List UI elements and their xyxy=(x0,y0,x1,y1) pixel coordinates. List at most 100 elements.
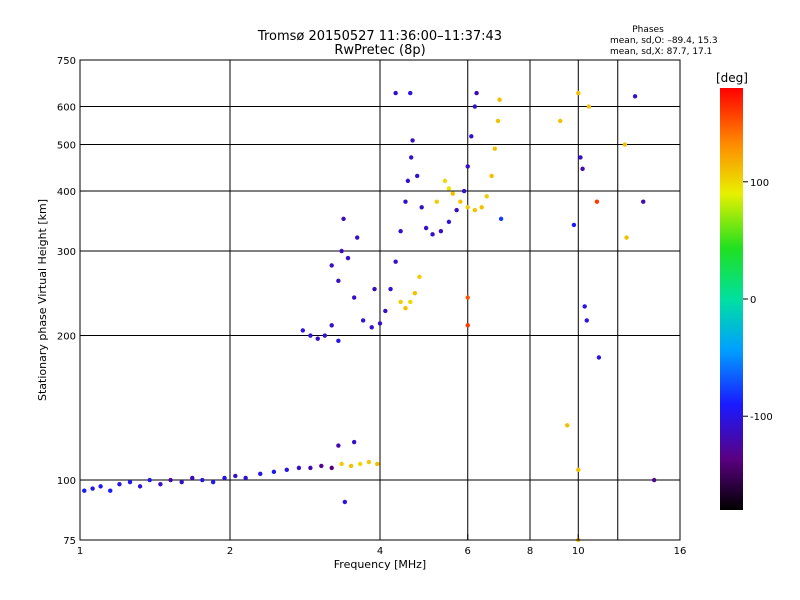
data-point xyxy=(398,299,403,305)
y-tick-label: 300 xyxy=(57,247,76,258)
data-point xyxy=(423,225,429,231)
data-point xyxy=(419,205,424,210)
data-point xyxy=(90,486,95,491)
data-point xyxy=(233,473,238,479)
data-point xyxy=(210,479,216,485)
colorbar-ticks: 100 0 -100 xyxy=(743,178,773,423)
data-point xyxy=(388,286,393,292)
data-point xyxy=(319,463,324,469)
data-point xyxy=(442,178,448,184)
data-point xyxy=(366,459,372,465)
data-point xyxy=(137,484,143,489)
data-point xyxy=(348,463,354,469)
data-point xyxy=(360,318,366,323)
data-point xyxy=(108,488,113,493)
data-point xyxy=(158,482,163,487)
chart-title: Tromsø 20150527 11:36:00–11:37:43 xyxy=(257,29,502,44)
data-point xyxy=(446,219,452,225)
data-point xyxy=(458,199,463,204)
data-point xyxy=(497,97,502,102)
data-point xyxy=(479,205,484,210)
data-point xyxy=(296,465,302,471)
x-axis-ticks: 1 2 4 6 8 10 16 xyxy=(77,534,687,557)
y-axis-ticks: 75 100 200 300 400 500 600 750 xyxy=(57,56,86,547)
data-point xyxy=(345,255,351,261)
data-point xyxy=(576,467,581,473)
data-point xyxy=(465,323,470,328)
x-tick-label: 4 xyxy=(377,546,383,557)
data-point xyxy=(454,207,459,213)
data-point xyxy=(336,278,341,284)
data-point xyxy=(434,199,439,204)
colorbar-label: [deg] xyxy=(716,71,748,85)
data-point xyxy=(342,499,348,505)
y-tick-label: 750 xyxy=(57,56,76,67)
colorbar-tick-label: 100 xyxy=(750,178,769,189)
data-point xyxy=(414,173,420,179)
data-point xyxy=(438,228,444,234)
data-point xyxy=(357,461,363,467)
data-point xyxy=(284,467,289,473)
data-point xyxy=(450,191,456,196)
data-point xyxy=(117,482,122,487)
data-point xyxy=(403,306,408,311)
y-tick-label: 500 xyxy=(57,141,76,152)
data-point xyxy=(322,333,328,338)
data-point xyxy=(641,199,646,204)
data-point xyxy=(594,199,600,204)
data-point xyxy=(408,299,413,305)
x-tick-label: 16 xyxy=(674,546,687,557)
phase-heading: Phases xyxy=(632,25,664,35)
data-point xyxy=(465,295,470,300)
data-point xyxy=(430,232,435,237)
data-point xyxy=(465,205,470,210)
data-point xyxy=(571,222,577,228)
data-point xyxy=(632,94,638,99)
x-axis-label: Frequency [MHz] xyxy=(334,558,426,571)
data-point xyxy=(469,134,474,139)
data-point xyxy=(190,475,195,481)
data-point xyxy=(308,465,313,471)
data-point xyxy=(329,323,334,328)
data-point xyxy=(98,484,103,489)
data-point xyxy=(405,178,411,184)
data-point xyxy=(495,118,501,124)
data-point xyxy=(351,295,357,300)
data-point xyxy=(474,90,479,96)
data-point xyxy=(351,439,357,445)
data-point xyxy=(308,333,313,338)
grid-lines xyxy=(80,60,680,540)
y-axis-label: Stationary phase Virtual Height [km] xyxy=(36,199,49,401)
data-point xyxy=(258,471,263,477)
data-point xyxy=(329,263,334,268)
data-point xyxy=(271,469,277,475)
y-tick-label: 75 xyxy=(63,536,76,547)
data-point xyxy=(410,138,415,143)
data-point xyxy=(369,325,374,330)
data-point xyxy=(393,259,398,264)
data-point xyxy=(492,146,498,151)
data-points xyxy=(82,90,657,543)
data-point xyxy=(243,475,248,481)
data-point xyxy=(300,328,306,333)
data-point xyxy=(558,118,563,124)
chart-subtitle: RwPretec (8p) xyxy=(334,43,425,58)
phase-line-x: mean, sd,X: 87.7, 17.1 xyxy=(610,47,712,57)
data-point xyxy=(341,216,346,222)
x-tick-label: 1 xyxy=(77,546,83,557)
x-tick-label: 10 xyxy=(572,546,585,557)
data-point xyxy=(372,286,377,292)
data-point xyxy=(383,308,388,314)
data-point xyxy=(403,199,408,204)
x-tick-label: 8 xyxy=(527,546,533,557)
data-point xyxy=(147,477,152,483)
data-point xyxy=(375,461,380,467)
data-point xyxy=(336,443,341,448)
data-point xyxy=(354,235,360,240)
data-point xyxy=(472,207,478,213)
data-point xyxy=(586,104,592,109)
data-point xyxy=(329,465,334,471)
data-point xyxy=(489,173,494,179)
y-tick-label: 400 xyxy=(57,187,76,198)
data-point xyxy=(596,355,602,360)
